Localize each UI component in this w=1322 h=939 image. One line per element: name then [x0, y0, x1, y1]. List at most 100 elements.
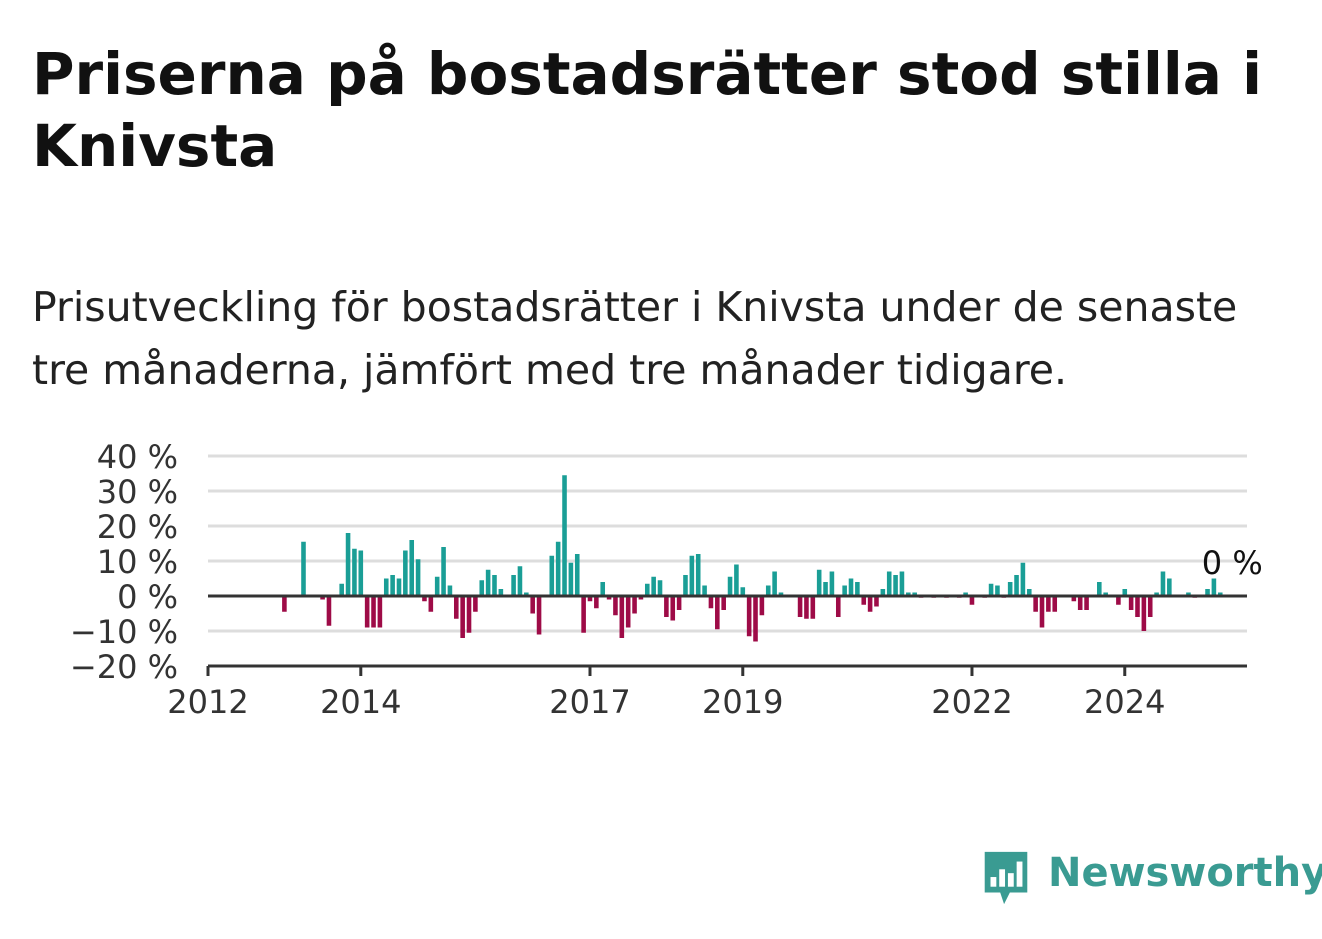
bar: [326, 596, 332, 626]
bar-chart: 40 %30 %20 %10 %0 %−10 %−20 % 2012 2014 20…: [70, 438, 1263, 721]
bar: [638, 596, 644, 600]
brand-name: Newsworthy: [1048, 850, 1322, 896]
bar: [727, 576, 733, 596]
bar: [403, 550, 408, 596]
bar: [861, 596, 867, 605]
bar: [1020, 562, 1026, 596]
bar: [536, 596, 542, 635]
bar: [670, 596, 676, 621]
bar: [441, 547, 446, 596]
bar: [765, 585, 771, 596]
bar: [1084, 596, 1089, 610]
bar: [282, 596, 287, 612]
bar: [524, 592, 529, 596]
bar: [810, 596, 816, 619]
bar: [963, 592, 968, 596]
bar: [447, 585, 453, 596]
bar: [1071, 596, 1077, 602]
bar: [778, 592, 784, 596]
bar: [1128, 596, 1134, 610]
chart-subtitle: Prisutveckling för bostadsrätter i Knivs…: [32, 283, 1238, 394]
bar: [492, 575, 497, 596]
bar: [1014, 575, 1019, 596]
bar: [835, 596, 841, 617]
bar: [606, 596, 612, 600]
bar: [969, 596, 975, 605]
x-tick-label: 2022: [931, 683, 1012, 721]
bar: [702, 585, 707, 596]
bar: [988, 583, 994, 596]
bar: [460, 596, 465, 638]
x-tick-label: 2012: [167, 683, 248, 721]
bar: [683, 575, 688, 596]
bar: [498, 589, 504, 596]
bar: [816, 569, 822, 596]
bar: [555, 541, 561, 596]
bar: [1026, 589, 1032, 596]
bar: [893, 575, 898, 596]
bar: [466, 596, 472, 633]
bar: [740, 587, 746, 596]
bar: [657, 580, 663, 596]
y-tick-label: 30 %: [97, 473, 178, 511]
bar: [613, 596, 618, 616]
bar: [345, 533, 351, 596]
bar: [823, 582, 828, 596]
bar: [1077, 596, 1083, 610]
bar: [352, 548, 357, 596]
bar: [568, 562, 574, 596]
bar: [867, 596, 873, 612]
x-tick-label: 2024: [1084, 683, 1165, 721]
bar: [1039, 596, 1045, 628]
x-tick-label: 2019: [702, 683, 783, 721]
bar: [1122, 589, 1128, 596]
bar: [428, 596, 434, 612]
bar: [1103, 592, 1108, 596]
bar: [797, 596, 803, 617]
bar: [1205, 589, 1210, 596]
bar: [1097, 582, 1102, 596]
bar: [1135, 596, 1140, 617]
bar: [804, 596, 809, 619]
bar: [562, 475, 567, 596]
grid-lines: [208, 454, 1247, 633]
bar: [1211, 578, 1217, 596]
bar: [434, 576, 440, 596]
y-tick-label: 0 %: [117, 578, 178, 616]
y-tick-label: −20 %: [70, 648, 178, 686]
bar: [600, 582, 606, 596]
bar: [906, 592, 911, 596]
bar: [517, 566, 523, 596]
newsworthy-logo-icon: [984, 851, 1028, 905]
bar: [829, 571, 835, 596]
bar: [511, 575, 516, 596]
bar: [664, 596, 669, 617]
bar: [594, 596, 599, 609]
bar: [409, 540, 415, 596]
bar: [772, 571, 777, 596]
x-tick-label: 2017: [549, 683, 630, 721]
bar: [371, 596, 376, 628]
bar: [899, 571, 905, 596]
bar: [1052, 596, 1058, 612]
bar: [574, 554, 580, 596]
bar: [530, 596, 535, 614]
bar: [549, 555, 555, 596]
bar: [1116, 596, 1121, 605]
bar: [1141, 596, 1147, 631]
bar: [339, 583, 344, 596]
bar: [632, 596, 637, 614]
bar: [1033, 596, 1038, 612]
bar: [721, 596, 726, 610]
bar: [746, 596, 752, 637]
bar: [364, 596, 370, 628]
bar: [689, 555, 695, 596]
bar: [415, 559, 421, 596]
x-axis-labels: 2012 2014 2017 2019 2022 2024: [167, 683, 1165, 721]
bar: [1007, 582, 1013, 596]
bar: [886, 571, 892, 596]
y-tick-label: 20 %: [97, 508, 178, 546]
bar: [473, 596, 478, 612]
bar: [485, 569, 491, 596]
bar: [1186, 592, 1191, 596]
